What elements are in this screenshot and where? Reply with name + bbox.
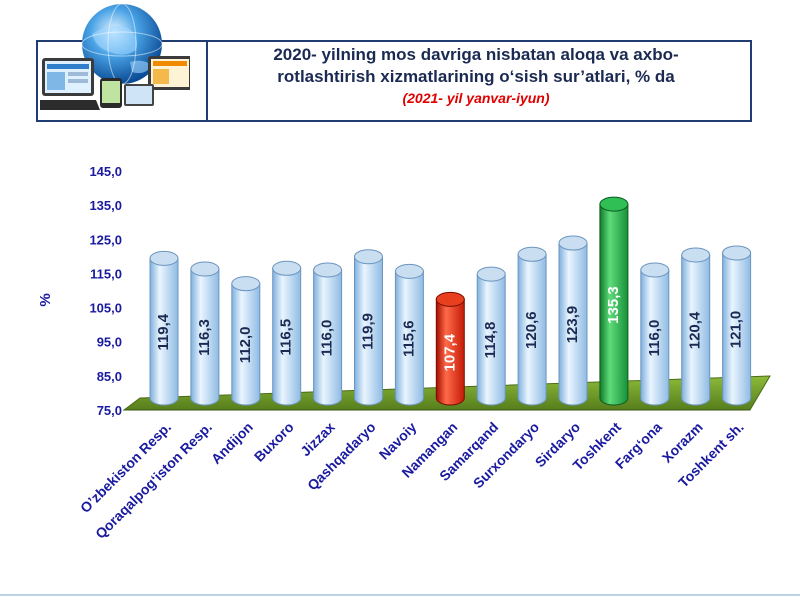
bar: 116,0 [640,262,670,406]
bar-cap [476,266,506,282]
y-tick-label: 115,0 [90,266,122,281]
bar-body [394,270,424,406]
bar-body [558,242,588,406]
bar-value-label: 119,9 [359,313,376,350]
bar-cap [599,196,629,212]
bar-cap [272,260,302,276]
bar: 116,0 [313,262,343,406]
bar: 115,6 [394,263,424,406]
bar: 135,3 [599,196,629,406]
bar: 120,6 [517,246,547,406]
bar-body [681,254,711,406]
bar-value-label: 107,4 [441,333,458,371]
y-tick-label: 85,0 [97,369,122,384]
bar-body [313,269,343,406]
bottom-divider [0,594,800,596]
bar-value-label: 123,9 [564,306,581,344]
chart-subtitle: (2021- yil yanvar-iyun) [206,88,746,108]
x-category-label: Andijon [208,419,256,467]
bar-body [354,256,383,406]
bar-cap [313,262,343,278]
bar-cap [558,235,588,251]
y-tick-label: 135,0 [89,198,122,213]
subtitle-open-paren: ( [402,90,408,106]
bar-cap [435,291,465,307]
bar-value-label: 116,5 [278,319,295,356]
bar: 114,8 [476,266,506,406]
bar: 112,0 [231,276,261,406]
bar-value-label: 116,3 [196,319,213,356]
bar-cap [354,249,383,265]
bar-body [640,269,670,406]
bar-cap [517,246,547,262]
bar-cap [394,263,424,279]
y-axis-title: % [37,293,54,306]
bar-value-label: 116,0 [646,320,663,357]
bar-body [435,298,465,406]
bar-value-label: 120,4 [687,311,704,349]
bar-value-label: 116,0 [319,320,336,357]
bar-body [190,268,220,406]
bar: 120,4 [681,247,711,406]
y-tick-label: 95,0 [97,335,122,350]
bar-body [722,252,752,406]
bar-value-label: 115,6 [400,320,417,357]
globe-computers-icon [40,3,190,110]
y-tick-label: 75,0 [97,403,122,418]
bar: 116,3 [190,261,220,406]
bar-cap [231,276,261,292]
bar-body [517,253,547,406]
bar: 116,5 [272,260,302,406]
bar-body [231,283,261,406]
y-tick-label: 145,0 [89,164,122,179]
bar: 119,9 [354,249,383,406]
bar: 119,4 [149,250,179,406]
bar-value-label: 112,0 [237,326,254,363]
bar-value-label: 121,0 [728,311,745,349]
bar-cap [681,247,711,263]
chart-title-line-1: 2020- yilning mos davriga nisbatan aloqa… [273,45,679,64]
subtitle-close-paren: ) [544,90,550,106]
bar-body [149,257,179,406]
bar-value-label: 120,6 [523,311,540,349]
bar-cap [640,262,670,278]
bar: 121,0 [722,245,752,406]
bar: 107,4 [435,291,465,406]
bar-cap [722,245,752,261]
bar-cap [190,261,220,277]
bar-value-label: 114,8 [482,322,499,359]
bar-cap [149,250,179,266]
y-tick-label: 125,0 [89,232,122,247]
bar-body [476,273,506,406]
bar: 123,9 [558,235,588,406]
header-divider [206,42,208,120]
chart-title-block: 2020- yilning mos davriga nisbatan aloqa… [206,44,746,108]
bar-value-label: 119,4 [155,313,172,350]
bar-body [599,203,629,406]
y-tick-label: 105,0 [89,301,122,316]
bar-chart: 145,0 135,0 125,0 115,0 105,0 95,0 85,0 75,0% 1… [37,164,771,540]
x-category-label: Buxoro [251,419,297,465]
bar-value-label: 135,3 [605,286,622,324]
bar-body [272,267,302,406]
subtitle-period: 2021- yil yanvar-iyun [407,90,545,106]
chart-title-line-2: rotlashtirish xizmatlarining o‘sish sur’… [277,67,675,86]
